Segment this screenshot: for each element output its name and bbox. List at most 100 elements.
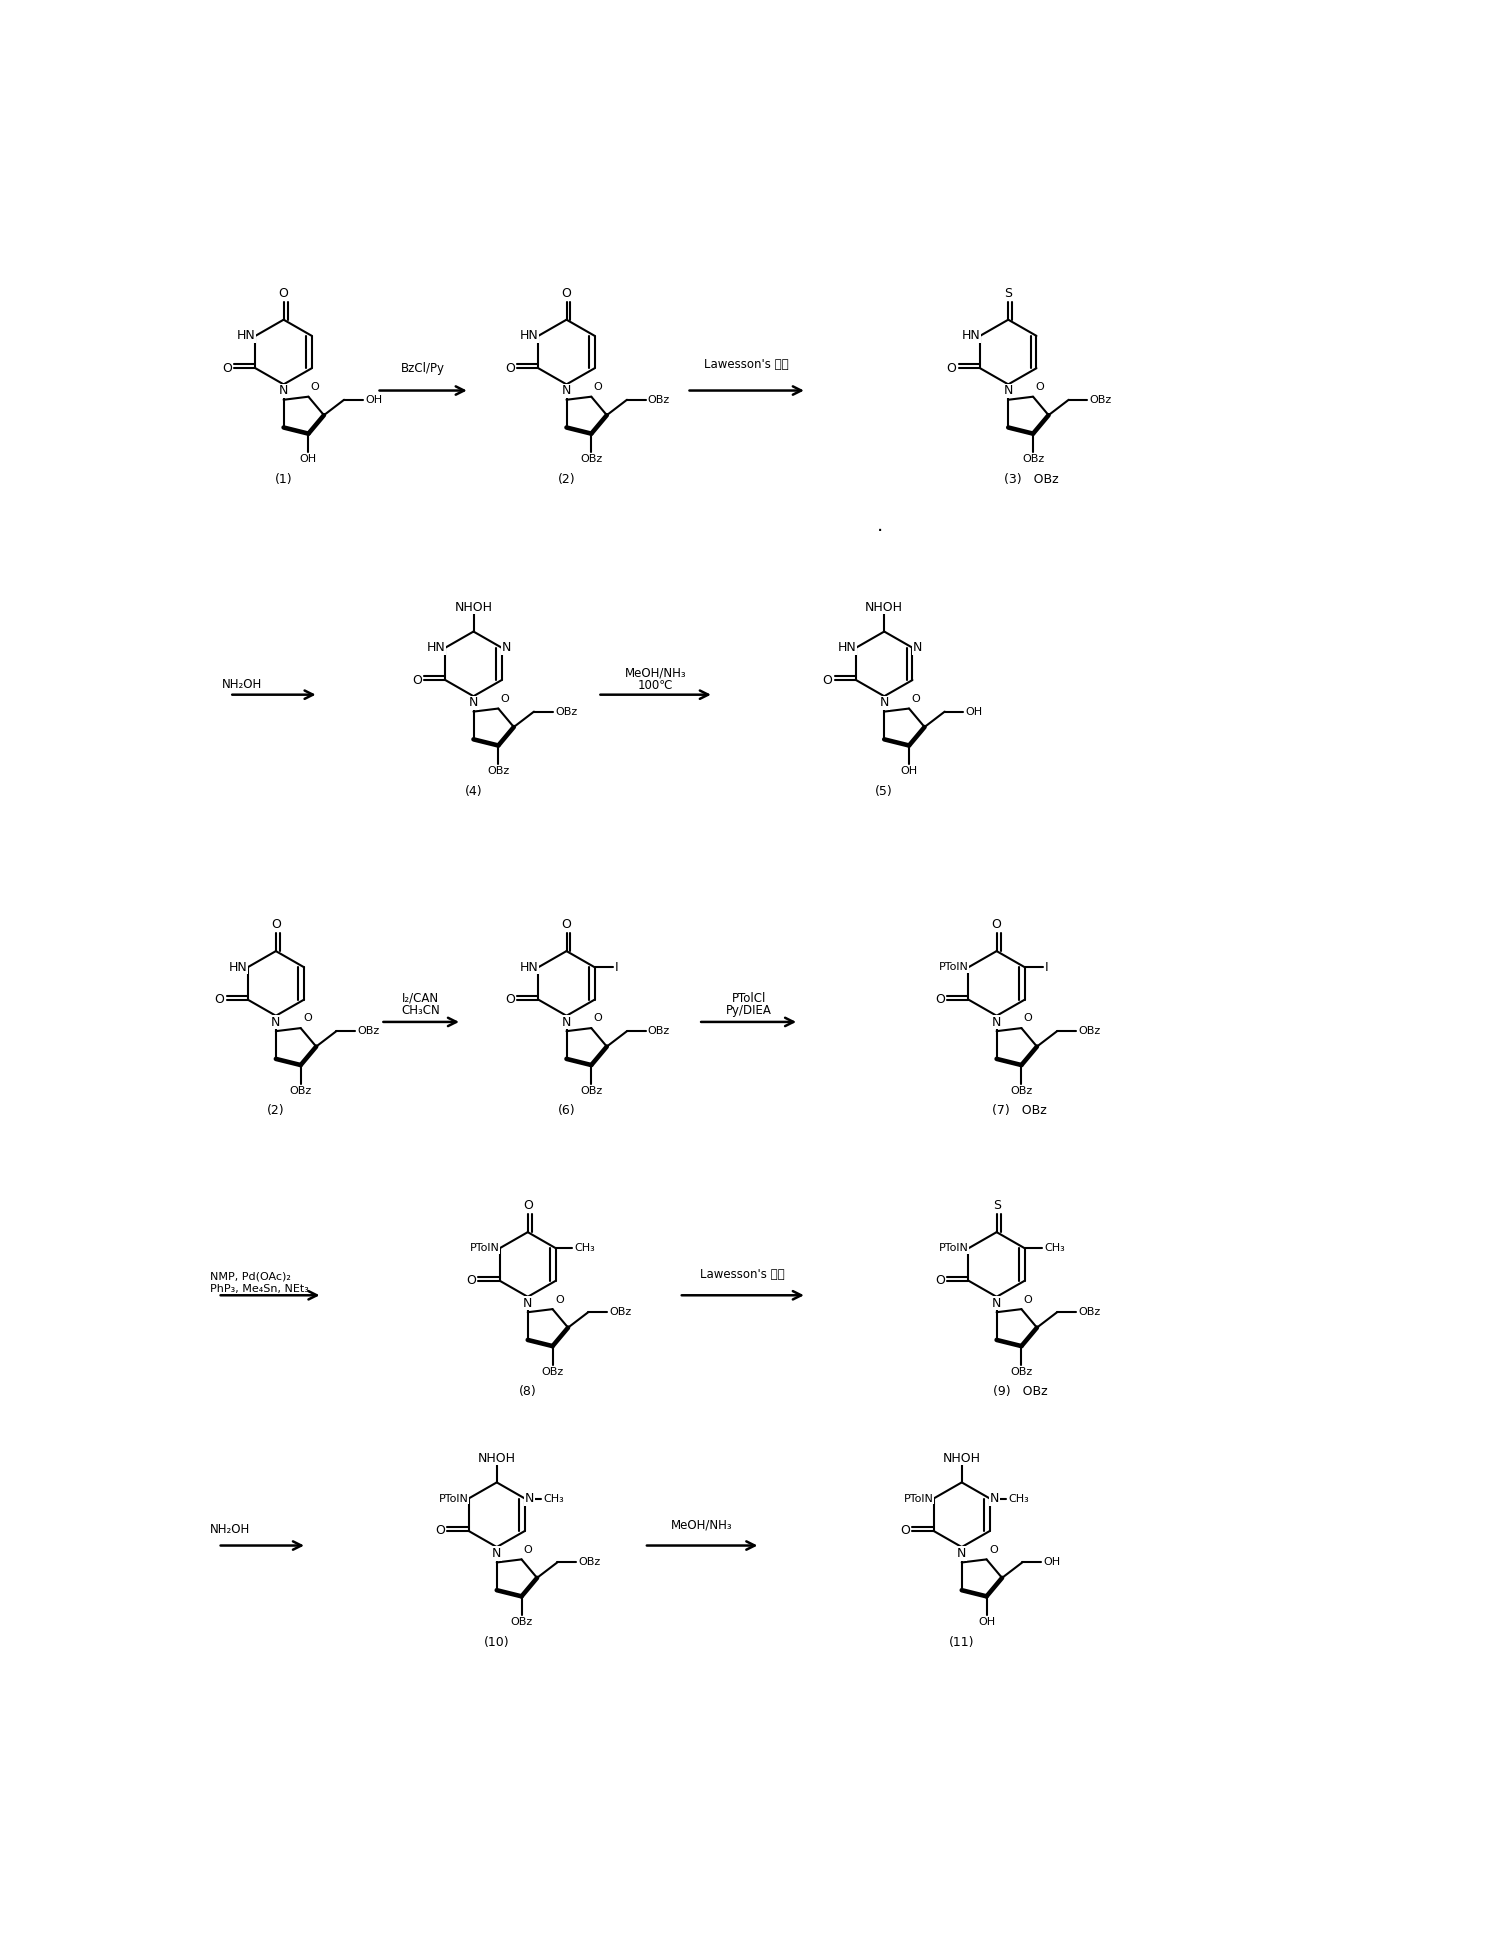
Text: CH₃: CH₃: [1008, 1493, 1029, 1503]
Text: OH: OH: [365, 396, 382, 405]
Text: I: I: [1044, 960, 1049, 973]
Text: (7)   OBz: (7) OBz: [992, 1105, 1047, 1117]
Text: O: O: [911, 694, 920, 704]
Text: O: O: [947, 363, 956, 374]
Text: O: O: [270, 917, 281, 931]
Text: PTolN: PTolN: [938, 1243, 968, 1253]
Text: PTolN: PTolN: [439, 1493, 469, 1503]
Text: NHOH: NHOH: [478, 1452, 515, 1464]
Text: O: O: [214, 993, 224, 1006]
Text: OBz: OBz: [580, 1086, 602, 1096]
Text: O: O: [505, 993, 515, 1006]
Text: O: O: [901, 1524, 910, 1538]
Text: N: N: [562, 384, 571, 397]
Text: (1): (1): [275, 473, 293, 487]
Text: OH: OH: [965, 706, 983, 717]
Text: (2): (2): [557, 473, 575, 487]
Text: (5): (5): [875, 785, 893, 797]
Text: .: .: [877, 516, 883, 535]
Text: NH₂OH: NH₂OH: [221, 679, 261, 690]
Text: HN: HN: [427, 642, 445, 653]
Text: N: N: [272, 1016, 281, 1030]
Text: MeOH/NH₃: MeOH/NH₃: [671, 1518, 734, 1532]
Text: HN: HN: [236, 330, 255, 343]
Text: O: O: [466, 1274, 477, 1287]
Text: OBz: OBz: [1010, 1367, 1032, 1377]
Text: O: O: [435, 1524, 445, 1538]
Text: O: O: [992, 917, 1001, 931]
Text: CH₃: CH₃: [544, 1493, 565, 1503]
Text: OBz: OBz: [487, 766, 509, 776]
Text: I₂/CAN: I₂/CAN: [402, 993, 439, 1004]
Text: MeOH/NH₃: MeOH/NH₃: [624, 667, 686, 679]
Text: N: N: [469, 696, 478, 710]
Text: O: O: [279, 287, 288, 301]
Text: O: O: [523, 1198, 533, 1212]
Text: Lawesson's 试剂: Lawesson's 试剂: [701, 1268, 784, 1282]
Text: HN: HN: [520, 960, 538, 973]
Text: Py/DIEA: Py/DIEA: [726, 1004, 771, 1018]
Text: I: I: [616, 960, 619, 973]
Text: OBz: OBz: [1079, 1026, 1100, 1035]
Text: O: O: [562, 287, 571, 301]
Text: O: O: [554, 1295, 563, 1305]
Text: HN: HN: [961, 330, 980, 343]
Text: O: O: [1035, 382, 1044, 392]
Text: HN: HN: [837, 642, 856, 653]
Text: O: O: [303, 1014, 312, 1024]
Text: S: S: [1004, 287, 1013, 301]
Text: OBz: OBz: [541, 1367, 563, 1377]
Text: (8): (8): [518, 1384, 536, 1398]
Text: O: O: [1023, 1014, 1032, 1024]
Text: OBz: OBz: [511, 1617, 533, 1627]
Text: O: O: [935, 1274, 944, 1287]
Text: N: N: [562, 1016, 571, 1030]
Text: OBz: OBz: [578, 1557, 601, 1567]
Text: HN: HN: [520, 330, 538, 343]
Text: OBz: OBz: [554, 706, 577, 717]
Text: OH: OH: [1043, 1557, 1061, 1567]
Text: OBz: OBz: [357, 1026, 379, 1035]
Text: N: N: [992, 1297, 1001, 1311]
Text: NH₂OH: NH₂OH: [211, 1524, 251, 1536]
Text: OBz: OBz: [1010, 1086, 1032, 1096]
Text: PTolCl: PTolCl: [732, 993, 766, 1004]
Text: OBz: OBz: [648, 1026, 671, 1035]
Text: NHOH: NHOH: [865, 601, 904, 615]
Text: HN: HN: [229, 960, 248, 973]
Text: PhP₃, Me₄Sn, NEt₃: PhP₃, Me₄Sn, NEt₃: [211, 1284, 309, 1293]
Text: S: S: [992, 1198, 1001, 1212]
Text: 100℃: 100℃: [638, 679, 674, 692]
Text: OBz: OBz: [580, 454, 602, 465]
Text: N: N: [1004, 384, 1013, 397]
Text: N: N: [992, 1016, 1001, 1030]
Text: O: O: [412, 673, 421, 686]
Text: (3)   OBz: (3) OBz: [1004, 473, 1059, 487]
Text: O: O: [1023, 1295, 1032, 1305]
Text: (9)   OBz: (9) OBz: [992, 1384, 1047, 1398]
Text: Lawesson's 试剂: Lawesson's 试剂: [704, 359, 789, 370]
Text: N: N: [524, 1491, 535, 1505]
Text: OH: OH: [901, 766, 917, 776]
Text: OBz: OBz: [648, 396, 671, 405]
Text: CH₃CN: CH₃CN: [402, 1004, 441, 1018]
Text: O: O: [593, 1014, 602, 1024]
Text: CH₃: CH₃: [1044, 1243, 1065, 1253]
Text: NHOH: NHOH: [454, 601, 493, 615]
Text: O: O: [524, 1545, 533, 1555]
Text: CH₃: CH₃: [575, 1243, 595, 1253]
Text: O: O: [593, 382, 602, 392]
Text: PTolN: PTolN: [469, 1243, 499, 1253]
Text: (6): (6): [557, 1105, 575, 1117]
Text: O: O: [223, 363, 232, 374]
Text: (4): (4): [465, 785, 483, 797]
Text: BzCl/Py: BzCl/Py: [400, 363, 445, 374]
Text: OBz: OBz: [290, 1086, 312, 1096]
Text: N: N: [279, 384, 288, 397]
Text: NMP, Pd(OAc)₂: NMP, Pd(OAc)₂: [211, 1272, 291, 1282]
Text: O: O: [562, 917, 571, 931]
Text: NHOH: NHOH: [943, 1452, 980, 1464]
Text: O: O: [311, 382, 320, 392]
Text: O: O: [935, 993, 944, 1006]
Text: N: N: [958, 1547, 967, 1561]
